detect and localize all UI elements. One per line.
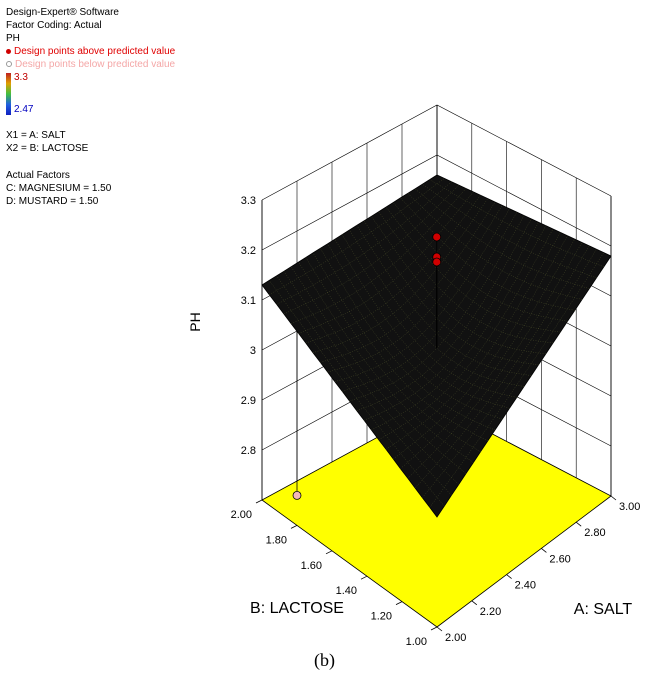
x-tick-label: 2.20	[480, 606, 501, 618]
y-tick-mark	[290, 525, 298, 529]
y-tick-label: 1.20	[371, 611, 392, 623]
surface-mesh-line	[298, 191, 474, 334]
color-max-label: 3.3	[14, 72, 28, 83]
below-label: Design points below predicted value	[15, 59, 176, 70]
surface-mesh-line	[269, 178, 445, 295]
x-tick-mark	[610, 495, 617, 501]
x2-label: X2 = B: LACTOSE	[6, 143, 89, 154]
y-tick-mark	[325, 550, 333, 555]
x-tick-mark	[506, 574, 512, 579]
axis-labels: 2.8 2.9 3 3.1 3.2 3.3 2.00 2.20 2.40 2.60 2.80 3.00…	[187, 195, 640, 648]
color-scale: 3.3 2.47	[6, 72, 175, 115]
x-axis-label: A: SALT	[574, 601, 633, 618]
legend-below: Design points below predicted value	[6, 58, 175, 71]
actual-factors-title: Actual Factors	[6, 170, 70, 181]
y-tick-label: 1.60	[301, 560, 322, 572]
y-tick-mark	[395, 601, 403, 605]
surface-mesh-line	[371, 225, 546, 431]
color-min-label: 2.47	[14, 104, 34, 115]
surface-mesh-line	[283, 185, 459, 315]
z-tick-label: 3.3	[241, 195, 256, 207]
surface-mesh-line	[385, 207, 561, 333]
x-tick-label: 2.00	[445, 632, 466, 644]
z-axis-label: PH	[187, 312, 203, 331]
surface-mesh-line	[276, 181, 452, 305]
software-name: Design-Expert® Software	[6, 7, 119, 18]
z-tick-label: 3.2	[241, 245, 256, 257]
z-tick-label: 3.1	[241, 295, 256, 307]
y-axis-label: B: LACTOSE	[250, 600, 344, 617]
legend-above: Design points above predicted value	[6, 45, 175, 58]
surface-mesh-line	[429, 179, 604, 268]
surface-mesh-line	[334, 208, 510, 382]
wall-grid-z-5	[261, 154, 612, 251]
y-tick-mark	[360, 575, 368, 580]
x-tick-mark	[575, 521, 582, 527]
x-tick-mark	[541, 548, 547, 553]
y-tick-label: 1.40	[336, 585, 357, 597]
above-point-icon	[6, 48, 11, 54]
surface-mesh-line	[356, 225, 532, 376]
y-tick-label: 1.00	[406, 636, 427, 648]
x-tick-mark	[471, 600, 478, 606]
surface-mesh-line	[298, 262, 474, 463]
below-point-icon	[6, 61, 12, 68]
factor-coding: Factor Coding: Actual	[6, 20, 102, 31]
design-point-above	[432, 257, 442, 267]
x1-label: X1 = A: SALT	[6, 130, 66, 141]
y-tick-mark	[430, 626, 438, 631]
floor-ticks	[255, 495, 617, 632]
surface-mesh-line	[276, 275, 452, 496]
surface-mesh-line	[378, 211, 554, 344]
surface-mesh-line	[327, 205, 503, 373]
above-label: Design points above predicted value	[14, 46, 176, 57]
x-tick-label: 2.60	[549, 553, 570, 565]
x-tick-label: 2.40	[515, 580, 536, 592]
wall-grid-z-6	[261, 104, 612, 201]
x-tick-label: 2.80	[584, 527, 605, 539]
surface-mesh-line	[356, 218, 532, 411]
surface-mesh-line	[415, 245, 590, 489]
surface-mesh-line	[305, 195, 481, 344]
surface-mesh-line	[415, 188, 590, 289]
surface-mesh-line	[342, 234, 517, 398]
surface-mesh-line	[429, 252, 604, 508]
figure-caption: (b)	[314, 650, 335, 670]
y-tick-label: 1.80	[266, 534, 287, 546]
z-tick-label: 2.9	[241, 395, 256, 407]
color-gradient-bar	[6, 73, 11, 115]
x-tick-mark	[436, 626, 443, 632]
x-tick-label: 3.00	[619, 501, 640, 513]
surface-mesh-line	[349, 215, 525, 402]
surface-mesh-line	[378, 228, 554, 440]
z-tick-label: 3	[250, 345, 256, 357]
surface-mesh-line	[400, 239, 575, 469]
actual-factor-d: D: MUSTARD = 1.50	[6, 196, 99, 207]
y-tick-label: 2.00	[231, 509, 252, 521]
design-points	[292, 232, 442, 500]
response-name: PH	[6, 33, 20, 44]
surface-mesh-line	[407, 242, 583, 479]
y-tick-mark	[255, 499, 263, 504]
design-point-above	[432, 232, 442, 242]
design-point-below	[292, 490, 302, 500]
surface-mesh-line	[291, 188, 467, 324]
actual-factor-c: C: MAGNESIUM = 1.50	[6, 183, 112, 194]
surface-mesh-line	[407, 193, 583, 300]
z-tick-label: 2.8	[241, 445, 256, 457]
legend-panel: Design-Expert® Software Factor Coding: A…	[6, 6, 175, 208]
